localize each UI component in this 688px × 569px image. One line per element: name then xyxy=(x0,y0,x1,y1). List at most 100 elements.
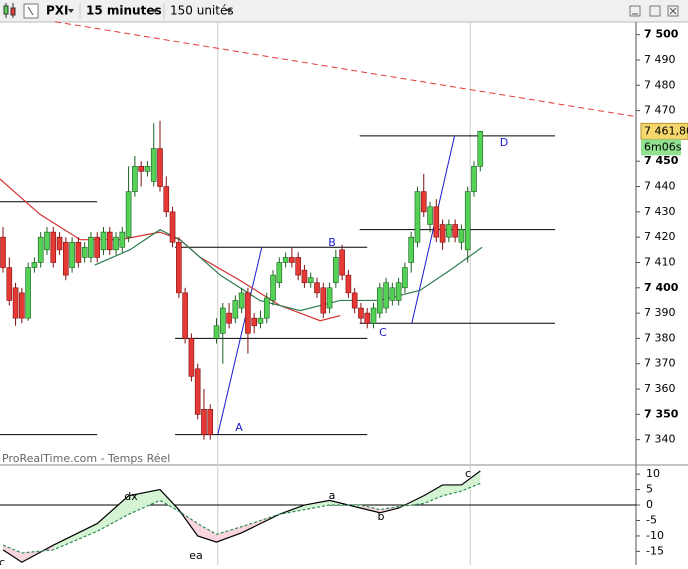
y-tick-label: 7 360 xyxy=(644,382,676,395)
toolbar-bg xyxy=(0,0,688,22)
units[interactable]: 150 unités xyxy=(170,4,234,18)
y-tick-label: 7 450 xyxy=(644,154,679,167)
annotation: c xyxy=(465,467,471,480)
trendline xyxy=(411,135,456,324)
indicator-fill xyxy=(360,505,380,513)
candle-body xyxy=(25,267,31,319)
candle-body xyxy=(132,165,138,192)
close-icon xyxy=(669,7,677,15)
trendline xyxy=(217,247,263,435)
candle-body xyxy=(220,307,226,334)
indicator-fill xyxy=(53,523,98,550)
minimize-button[interactable] xyxy=(629,5,641,17)
candle-body xyxy=(157,148,163,187)
countdown-box xyxy=(641,139,681,156)
chart-type-button[interactable] xyxy=(3,3,16,18)
y-tick-label: 7 500 xyxy=(644,28,679,41)
annotation: dx xyxy=(124,490,138,503)
candle-body xyxy=(226,312,232,324)
candle-body xyxy=(238,292,245,309)
candle-body xyxy=(257,317,264,324)
countdown: 6m06s xyxy=(644,140,682,153)
y-tick-label: 7 480 xyxy=(644,78,676,91)
dropdown-arrow xyxy=(226,9,232,13)
annotation: A xyxy=(235,421,243,434)
y-tick-label: 7 400 xyxy=(644,281,679,294)
candle-body xyxy=(270,274,276,301)
candle-body xyxy=(402,267,408,289)
candle-body xyxy=(389,287,396,301)
candle-body xyxy=(88,236,94,258)
trendline xyxy=(55,21,637,118)
candle-body xyxy=(358,307,364,319)
candle-body xyxy=(69,241,75,268)
candle-body xyxy=(44,231,50,251)
candle-body xyxy=(6,267,13,301)
y-tick-label: -15 xyxy=(646,544,664,557)
candle-body xyxy=(169,211,176,243)
candle-body xyxy=(19,292,25,319)
candle-body xyxy=(395,282,402,301)
y-tick-label: 7 410 xyxy=(644,255,676,268)
candle-body xyxy=(295,257,301,276)
annotation: B xyxy=(328,236,336,249)
candle-body xyxy=(0,236,6,268)
candle-body xyxy=(383,282,389,309)
candle-body xyxy=(427,206,433,225)
candle-body xyxy=(201,409,207,435)
annotation: ea xyxy=(189,549,203,562)
maximize-button[interactable] xyxy=(649,5,661,17)
candle-body xyxy=(188,338,195,377)
annotation: C xyxy=(379,326,387,339)
candle-body xyxy=(138,165,144,172)
candle-body xyxy=(176,241,182,294)
candle-body xyxy=(232,300,239,319)
y-tick-label: 7 490 xyxy=(644,53,676,66)
y-tick-label: 7 380 xyxy=(644,331,676,344)
candle-body xyxy=(376,287,383,314)
dropdown-arrow xyxy=(152,9,158,13)
y-tick-label: 7 440 xyxy=(644,180,676,193)
interval[interactable]: 15 minutes xyxy=(86,4,162,18)
last-price-label: 7 461,80 xyxy=(644,124,688,137)
symbol[interactable]: PXI xyxy=(46,4,69,18)
candle-body xyxy=(125,191,132,238)
toolbar: PXI 15 minutes 150 unités xyxy=(0,0,688,23)
candle-body xyxy=(320,287,327,314)
close-button[interactable] xyxy=(667,5,679,17)
indicator-fill xyxy=(423,484,443,504)
dropdown-arrow xyxy=(68,9,74,13)
candle-body xyxy=(301,269,308,284)
candle-body xyxy=(446,224,452,238)
watermark: ProRealTime.com - Temps Réel xyxy=(2,452,170,465)
candle-body xyxy=(282,257,289,263)
candle-body xyxy=(307,277,314,284)
indicator-fill xyxy=(3,545,22,563)
indicator-fill xyxy=(128,489,161,515)
candle-body xyxy=(339,249,345,276)
candle-body xyxy=(113,236,119,251)
candle-body xyxy=(100,231,107,251)
candle-body xyxy=(433,206,440,238)
y-tick-label: 7 370 xyxy=(644,357,676,370)
y-tick-label: 7 430 xyxy=(644,205,676,218)
candle-body xyxy=(477,131,484,167)
y-tick-label: 7 470 xyxy=(644,104,676,117)
candle-body xyxy=(251,317,257,327)
y-tick-label: 10 xyxy=(646,467,660,480)
candle-body xyxy=(37,236,44,263)
candle-body xyxy=(213,325,220,339)
y-tick-label: 7 340 xyxy=(644,433,676,446)
y-tick-label: 7 390 xyxy=(644,306,676,319)
candle-body xyxy=(420,191,427,213)
candle-body xyxy=(63,241,69,276)
y-tick-label: -10 xyxy=(646,529,664,542)
candle-body xyxy=(370,307,377,324)
candle-body xyxy=(56,236,63,251)
candle-body xyxy=(464,191,471,251)
y-tick-label: 7 420 xyxy=(644,230,676,243)
candle-body xyxy=(106,231,113,251)
y-tick-label: -5 xyxy=(646,513,657,526)
candle-body xyxy=(194,368,201,415)
candle-body xyxy=(94,236,101,258)
